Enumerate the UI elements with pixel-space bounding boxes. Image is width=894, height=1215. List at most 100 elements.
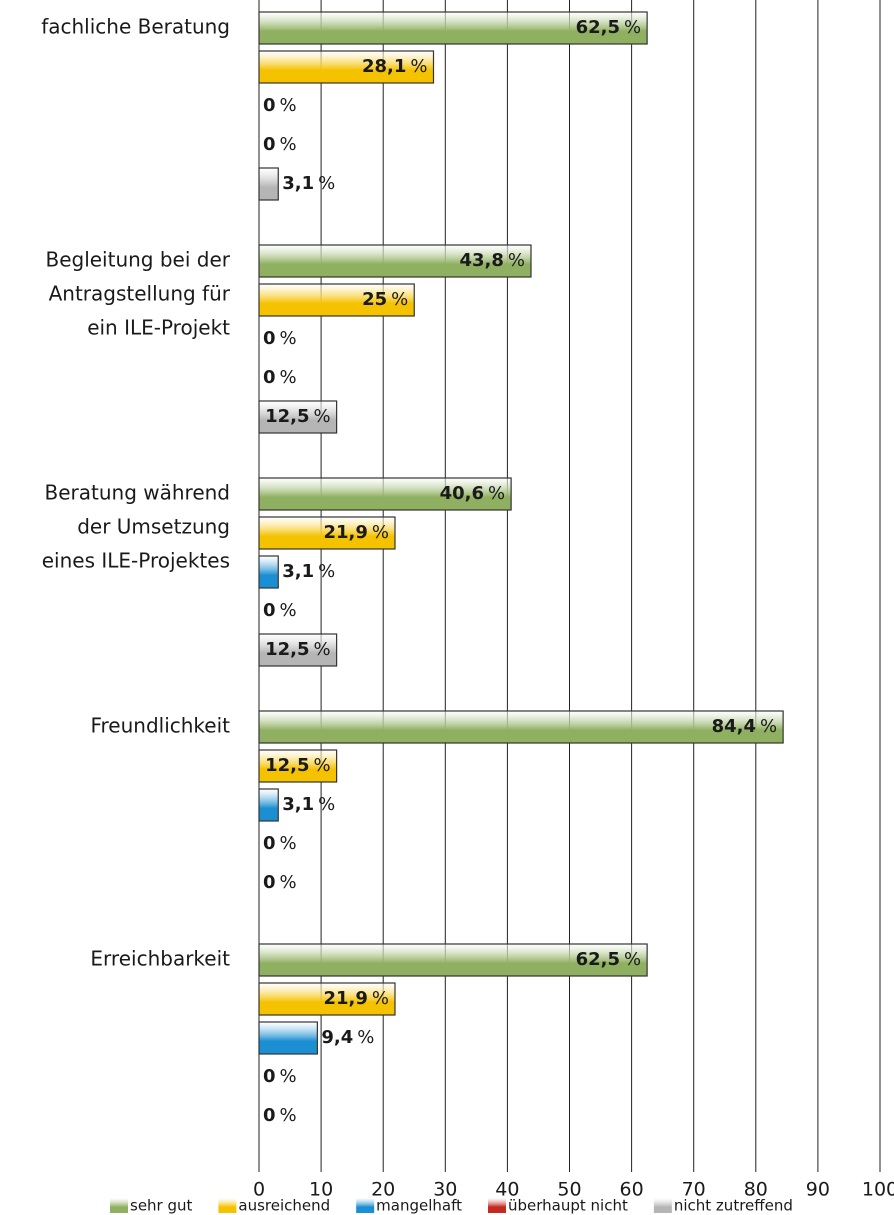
value-unit: %: [318, 173, 335, 194]
legend-swatch: [218, 1198, 237, 1213]
bar: [258, 477, 512, 511]
value-unit: %: [280, 95, 297, 116]
value-number: 21,9: [323, 988, 367, 1009]
x-tick-label: 90: [806, 1179, 830, 1201]
bar: [258, 788, 279, 822]
value-number: 12,5: [265, 639, 309, 660]
category-label: der Umsetzung: [77, 515, 230, 539]
value-label: 0%: [263, 872, 297, 893]
legend-swatch: [653, 1198, 672, 1213]
bar: [258, 400, 338, 434]
category-label: ein ILE-Projekt: [87, 316, 230, 340]
value-unit: %: [624, 949, 641, 970]
bar: [258, 283, 415, 317]
bar: [258, 710, 784, 744]
bar: [258, 244, 532, 278]
value-unit: %: [410, 56, 427, 77]
value-number: 3,1: [282, 173, 314, 194]
value-unit: %: [508, 250, 525, 271]
value-unit: %: [314, 406, 331, 427]
x-tick-label: 50: [557, 1179, 581, 1201]
bar: [258, 749, 338, 783]
value-number: 0: [263, 872, 276, 893]
value-number: 84,4: [712, 716, 756, 737]
legend-label: mangelhaft: [376, 1197, 462, 1215]
value-number: 25: [362, 289, 387, 310]
value-number: 0: [263, 1105, 276, 1126]
category-label: fachliche Beratung: [41, 15, 230, 39]
category-label: eines ILE-Projektes: [42, 549, 230, 573]
legend-swatch: [356, 1198, 375, 1213]
x-tick-label: 40: [495, 1179, 519, 1201]
value-number: 0: [263, 134, 276, 155]
x-tick-label: 20: [371, 1179, 395, 1201]
value-label: 28,1%: [362, 56, 428, 77]
legend-label: nicht zutreffend: [674, 1197, 793, 1215]
value-unit: %: [372, 988, 389, 1009]
category-label: Erreichbarkeit: [90, 947, 230, 971]
value-label: 0%: [263, 328, 297, 349]
x-tick-label: 70: [682, 1179, 706, 1201]
value-unit: %: [280, 600, 297, 621]
bar: [258, 982, 396, 1016]
x-tick-label: 80: [744, 1179, 768, 1201]
value-unit: %: [280, 328, 297, 349]
category-label: Antragstellung für: [49, 282, 231, 306]
value-label: 0%: [263, 367, 297, 388]
category-label: Begleitung bei der: [45, 248, 230, 272]
value-label: 3,1%: [282, 561, 335, 582]
value-unit: %: [314, 639, 331, 660]
value-label: 12,5%: [265, 755, 331, 776]
value-label: 0%: [263, 833, 297, 854]
value-number: 21,9: [323, 522, 367, 543]
value-number: 0: [263, 1066, 276, 1087]
value-number: 12,5: [265, 406, 309, 427]
bar: [258, 516, 396, 550]
value-number: 40,6: [440, 483, 484, 504]
value-label: 9,4%: [321, 1027, 374, 1048]
value-label: 3,1%: [282, 794, 335, 815]
value-unit: %: [391, 289, 408, 310]
value-unit: %: [280, 833, 297, 854]
value-label: 40,6%: [440, 483, 506, 504]
value-unit: %: [280, 134, 297, 155]
value-label: 0%: [263, 1066, 297, 1087]
category-label: Beratung während: [45, 481, 231, 505]
value-label: 62,5%: [576, 949, 642, 970]
value-label: 12,5%: [265, 639, 331, 660]
value-label: 62,5%: [576, 17, 642, 38]
value-number: 0: [263, 95, 276, 116]
value-unit: %: [318, 794, 335, 815]
value-number: 0: [263, 328, 276, 349]
value-label: 25%: [362, 289, 408, 310]
value-unit: %: [280, 367, 297, 388]
legend-label: sehr gut: [130, 1197, 193, 1215]
value-unit: %: [760, 716, 777, 737]
value-unit: %: [314, 755, 331, 776]
value-number: 3,1: [282, 561, 314, 582]
legend-label: ausreichend: [238, 1197, 330, 1215]
value-label: 0%: [263, 134, 297, 155]
value-unit: %: [318, 561, 335, 582]
value-label: 3,1%: [282, 173, 335, 194]
x-tick-label: 60: [620, 1179, 644, 1201]
x-tick-label: 0: [253, 1179, 265, 1201]
value-number: 3,1: [282, 794, 314, 815]
value-unit: %: [280, 872, 297, 893]
value-number: 9,4: [321, 1027, 353, 1048]
bar: [258, 1021, 318, 1055]
value-unit: %: [372, 522, 389, 543]
bar: [258, 11, 648, 45]
value-label: 12,5%: [265, 406, 331, 427]
x-tick-label: 30: [433, 1179, 457, 1201]
value-label: 21,9%: [323, 988, 389, 1009]
value-number: 62,5: [576, 17, 620, 38]
value-number: 43,8: [459, 250, 503, 271]
value-unit: %: [280, 1066, 297, 1087]
value-label: 0%: [263, 600, 297, 621]
value-number: 0: [263, 600, 276, 621]
x-tick-label: 10: [309, 1179, 333, 1201]
value-number: 62,5: [576, 949, 620, 970]
bar: [258, 943, 648, 977]
